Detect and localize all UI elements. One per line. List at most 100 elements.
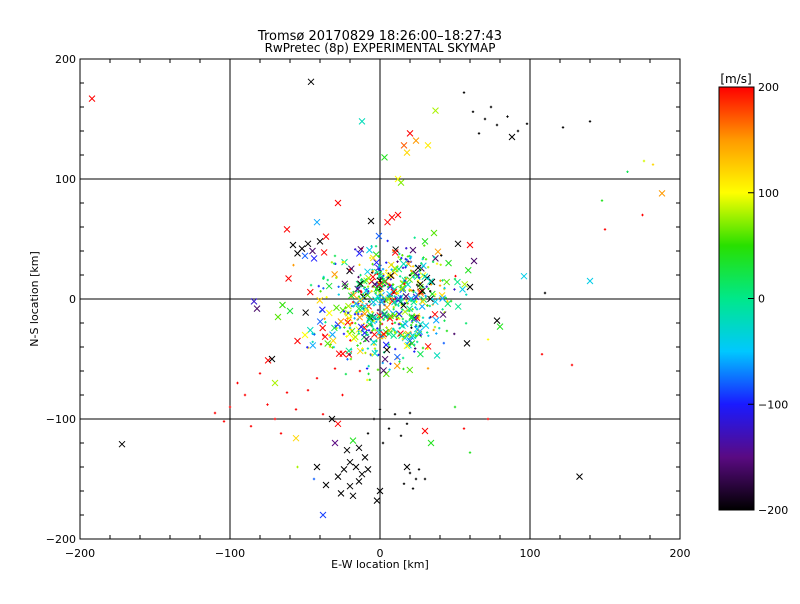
data-point-plus xyxy=(381,441,385,445)
data-point-x xyxy=(357,280,364,288)
data-point-x xyxy=(356,297,364,304)
data-point-x xyxy=(274,313,282,321)
data-point-plus xyxy=(382,284,385,288)
data-point-plus xyxy=(405,247,408,250)
data-point-plus xyxy=(371,310,374,314)
data-point-plus xyxy=(401,333,404,337)
data-point-x xyxy=(346,482,354,490)
data-point-plus xyxy=(362,328,365,331)
data-point-x xyxy=(347,265,355,273)
data-point-x xyxy=(373,497,381,504)
data-point-x xyxy=(403,149,411,156)
data-point-plus xyxy=(408,471,412,475)
data-point-x xyxy=(417,350,424,358)
data-point-x xyxy=(407,295,415,302)
data-point-x xyxy=(313,218,321,226)
colorbar-ticks: 200 100 0 −100 −200 xyxy=(748,81,788,517)
data-point-plus xyxy=(294,408,298,411)
data-point-plus xyxy=(342,332,346,336)
data-point-x xyxy=(352,300,360,307)
data-point-x xyxy=(430,229,438,237)
data-point-plus xyxy=(366,347,370,350)
data-point-plus xyxy=(402,482,406,485)
data-point-x xyxy=(373,259,380,266)
data-point-plus xyxy=(222,420,226,423)
data-point-plus xyxy=(332,345,336,349)
data-point-x xyxy=(343,446,351,454)
data-point-plus xyxy=(366,378,369,382)
data-point-x xyxy=(310,255,318,262)
data-point-plus xyxy=(243,393,247,397)
data-point-plus xyxy=(401,317,405,321)
data-point-plus xyxy=(377,317,381,321)
data-point-x xyxy=(432,107,439,114)
data-point-plus xyxy=(379,318,382,322)
data-point-plus xyxy=(380,298,383,301)
data-point-x xyxy=(399,286,407,294)
data-point-plus xyxy=(397,322,401,326)
data-point-plus xyxy=(422,256,425,259)
data-point-x xyxy=(339,306,347,314)
data-point-plus xyxy=(343,286,347,289)
data-point-x xyxy=(576,473,583,480)
data-point-x xyxy=(381,355,389,363)
data-point-plus xyxy=(415,300,418,304)
data-point-plus xyxy=(426,347,429,350)
data-point-plus xyxy=(401,356,405,360)
data-point-plus xyxy=(266,403,269,406)
data-point-x xyxy=(286,307,294,315)
data-point-x xyxy=(658,190,666,197)
data-point-plus xyxy=(391,322,394,325)
data-point-x xyxy=(321,333,329,341)
data-point-plus xyxy=(376,297,379,300)
y-tick-label: 0 xyxy=(69,293,76,306)
data-point-plus xyxy=(279,432,283,435)
data-point-x xyxy=(358,470,366,478)
data-point-plus xyxy=(418,324,422,328)
data-point-x xyxy=(434,248,442,256)
data-point-plus xyxy=(357,330,360,333)
data-point-x xyxy=(380,367,387,374)
data-point-x xyxy=(374,292,381,300)
data-point-plus xyxy=(429,315,432,319)
data-point-plus xyxy=(349,322,352,326)
data-point-plus xyxy=(377,353,380,357)
data-point-plus xyxy=(324,321,327,324)
data-point-x xyxy=(319,511,327,519)
data-point-x xyxy=(520,272,528,280)
data-point-plus xyxy=(471,110,475,113)
data-point-x xyxy=(316,297,324,304)
x-tick-label: −100 xyxy=(215,547,245,560)
data-point-x xyxy=(383,346,391,354)
data-point-x xyxy=(381,154,388,161)
x-tick-label: −200 xyxy=(65,547,95,560)
data-point-x xyxy=(345,302,352,310)
data-point-plus xyxy=(433,325,437,329)
data-point-x xyxy=(364,466,372,473)
data-point-plus xyxy=(387,343,390,346)
data-point-x xyxy=(268,355,276,363)
data-point-x xyxy=(322,233,330,240)
data-point-plus xyxy=(349,316,353,319)
data-point-x xyxy=(302,309,310,316)
data-point-x xyxy=(355,478,363,485)
data-point-plus xyxy=(419,334,422,337)
data-point-x xyxy=(292,434,300,442)
data-point-x xyxy=(432,254,439,262)
data-point-plus xyxy=(306,346,309,349)
data-point-x xyxy=(349,492,357,500)
data-point-plus xyxy=(345,320,349,323)
data-point-x xyxy=(309,247,316,255)
axis-ticks: −200 −100 0 100 200 −200 −100 0 100 200 xyxy=(46,53,691,560)
data-point-plus xyxy=(403,282,406,286)
data-point-x xyxy=(369,273,377,281)
data-point-plus xyxy=(348,353,351,356)
data-point-x xyxy=(409,246,417,254)
data-point-x xyxy=(427,439,435,447)
data-point-plus xyxy=(400,280,403,284)
data-point-x xyxy=(322,481,330,489)
data-point-x xyxy=(406,337,414,344)
data-point-x xyxy=(313,463,321,471)
data-point-plus xyxy=(341,393,344,397)
